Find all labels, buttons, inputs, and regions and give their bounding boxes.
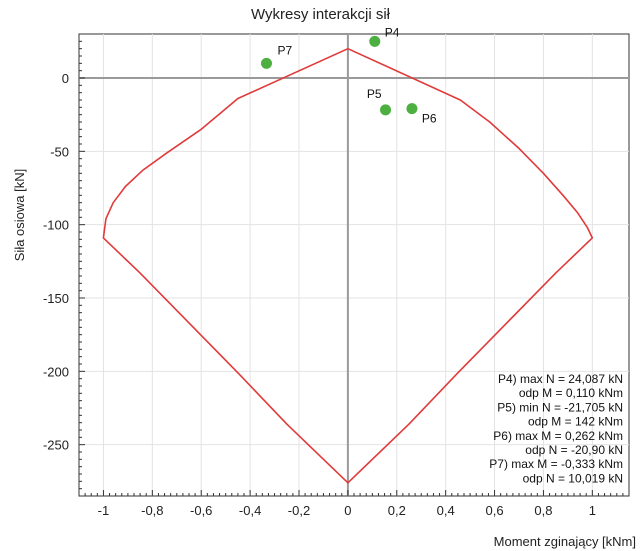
y-tick-label: -100 — [43, 218, 69, 233]
interaction-curve — [102, 47, 594, 484]
point-p7 — [260, 57, 272, 69]
y-tick-label: -50 — [50, 144, 69, 159]
x-tick-label: -1 — [98, 503, 110, 518]
x-tick-label: -0,4 — [239, 503, 261, 518]
point-label-p6: P6 — [422, 112, 437, 126]
tick-labels: -1 -0,8 -0,6 -0,4 -0,2 0 0,2 0,4 0,6 0,8 1 0 -50 -100… — [43, 71, 596, 518]
x-tick-label: 0 — [344, 503, 351, 518]
x-tick-label: 0,4 — [437, 503, 455, 518]
point-label-p5: P5 — [367, 87, 382, 101]
annotation-line: P6) max M = 0,262 kNm — [493, 429, 623, 443]
chart-title: Wykresy interakcji sił — [250, 6, 391, 23]
annotation-line: odp N = 10,019 kN — [523, 471, 623, 485]
point-p5 — [380, 104, 392, 116]
x-tick-label: -0,2 — [288, 503, 310, 518]
x-tick-label: 0,6 — [486, 503, 504, 518]
x-tick-label: -0,8 — [141, 503, 163, 518]
annotation-line: odp N = -20,90 kN — [525, 443, 623, 457]
minor-ticks — [78, 33, 630, 497]
y-axis-label: Siła osiowa [kN] — [12, 169, 27, 261]
annotation-line: P5) min N = -21,705 kN — [497, 400, 623, 414]
y-tick-label: -200 — [43, 364, 69, 379]
annotation-line: P4) max N = 24,087 kN — [498, 372, 623, 386]
annotation-line: odp M = 142 kNm — [528, 415, 623, 429]
point-p6 — [406, 103, 418, 115]
x-tick-label: 0,2 — [388, 503, 406, 518]
annotation-line: P7) max M = -0,333 kNm — [489, 457, 623, 471]
annotation-line: odp M = 0,110 kNm — [519, 386, 623, 400]
plot-area — [78, 33, 630, 497]
y-tick-label: -150 — [43, 291, 69, 306]
point-label-p7: P7 — [277, 43, 292, 57]
points-layer: P4 P5 P6 P7 — [260, 25, 437, 126]
x-tick-label: -0,6 — [190, 503, 212, 518]
y-tick-label: 0 — [62, 71, 69, 86]
series-layer — [102, 47, 594, 484]
point-p4 — [369, 35, 381, 47]
x-tick-label: 0,8 — [534, 503, 552, 518]
x-axis-label: Moment zginający [kNm] — [494, 534, 636, 549]
zero-axes — [79, 34, 629, 496]
y-tick-label: -250 — [43, 438, 69, 453]
x-tick-label: 1 — [589, 503, 596, 518]
point-label-p4: P4 — [385, 25, 400, 39]
grid — [79, 34, 629, 496]
